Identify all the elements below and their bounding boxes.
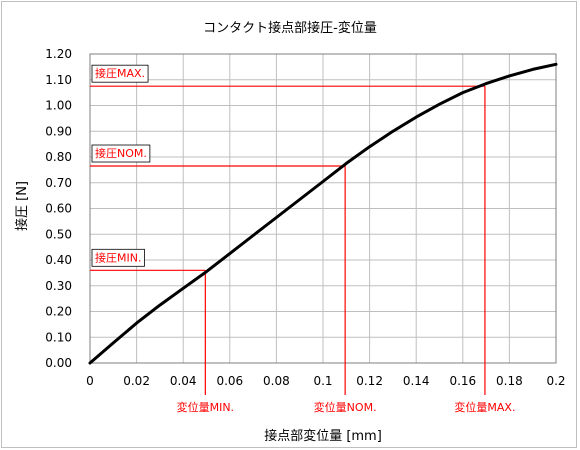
y-tick-label: 0.70 [45, 176, 72, 190]
y-tick-label: 0.40 [45, 253, 72, 267]
x-tick-label: 0 [86, 374, 94, 388]
x-tick-label: 0.06 [216, 374, 243, 388]
y-tick-labels: 0.00 0.10 0.20 0.30 0.40 0.50 0.60 0.70 0.80 0.90… [45, 47, 72, 370]
y-tick-label: 0.10 [45, 330, 72, 344]
series-line [88, 62, 558, 365]
reference-lines [90, 85, 486, 395]
x-tick-label: 0.14 [403, 374, 430, 388]
y-tick-label: 0.60 [45, 202, 72, 216]
x-tick-label: 0.2 [546, 374, 565, 388]
y-tick-label: 1.20 [45, 47, 72, 61]
y-tick-label: 1.10 [45, 73, 72, 87]
y-tick-label: 0.00 [45, 356, 72, 370]
y-tick-label: 1.00 [45, 99, 72, 113]
x-marker-label: 変位量MAX. [454, 400, 515, 414]
y-tick-label: 0.20 [45, 305, 72, 319]
x-tick-label: 0.04 [170, 374, 197, 388]
y-tick-label: 0.50 [45, 227, 72, 241]
x-marker-label: 変位量MIN. [177, 400, 234, 414]
y-marker-label-box [91, 144, 151, 163]
x-tick-label: 0.02 [123, 374, 150, 388]
x-tick-label: 0.16 [449, 374, 476, 388]
y-tick-label: 0.30 [45, 279, 72, 293]
y-axis-label: 接圧 [N] [14, 181, 30, 231]
x-axis-label: 接点部変位量 [mm] [264, 428, 382, 444]
y-tick-label: 0.90 [45, 124, 72, 138]
y-marker-label-box [91, 64, 149, 83]
annotations: 接圧MIN. 変位量MIN. 接圧NOM. 変位量NOM. 接圧MAX. 変位量MAX. [91, 64, 515, 414]
y-marker-label: 接圧MAX. [95, 67, 145, 80]
y-marker-label: 接圧MIN. [95, 251, 141, 264]
x-tick-label: 0.08 [263, 374, 290, 388]
y-tick-label: 0.80 [45, 150, 72, 164]
y-marker-label-box [91, 248, 145, 267]
chart-title: コンタクト接点部接圧-変位量 [203, 20, 377, 36]
x-tick-label: 0.1 [313, 374, 332, 388]
plot-area [89, 53, 557, 364]
x-tick-label: 0.12 [356, 374, 383, 388]
y-marker-label: 接圧NOM. [95, 147, 147, 160]
x-tick-labels: 0 0.02 0.04 0.06 0.08 0.1 0.12 0.14 0.16 0.18 0.2 [86, 374, 565, 388]
grid [90, 54, 556, 363]
x-marker-label: 変位量NOM. [314, 400, 377, 414]
x-tick-label: 0.18 [496, 374, 523, 388]
